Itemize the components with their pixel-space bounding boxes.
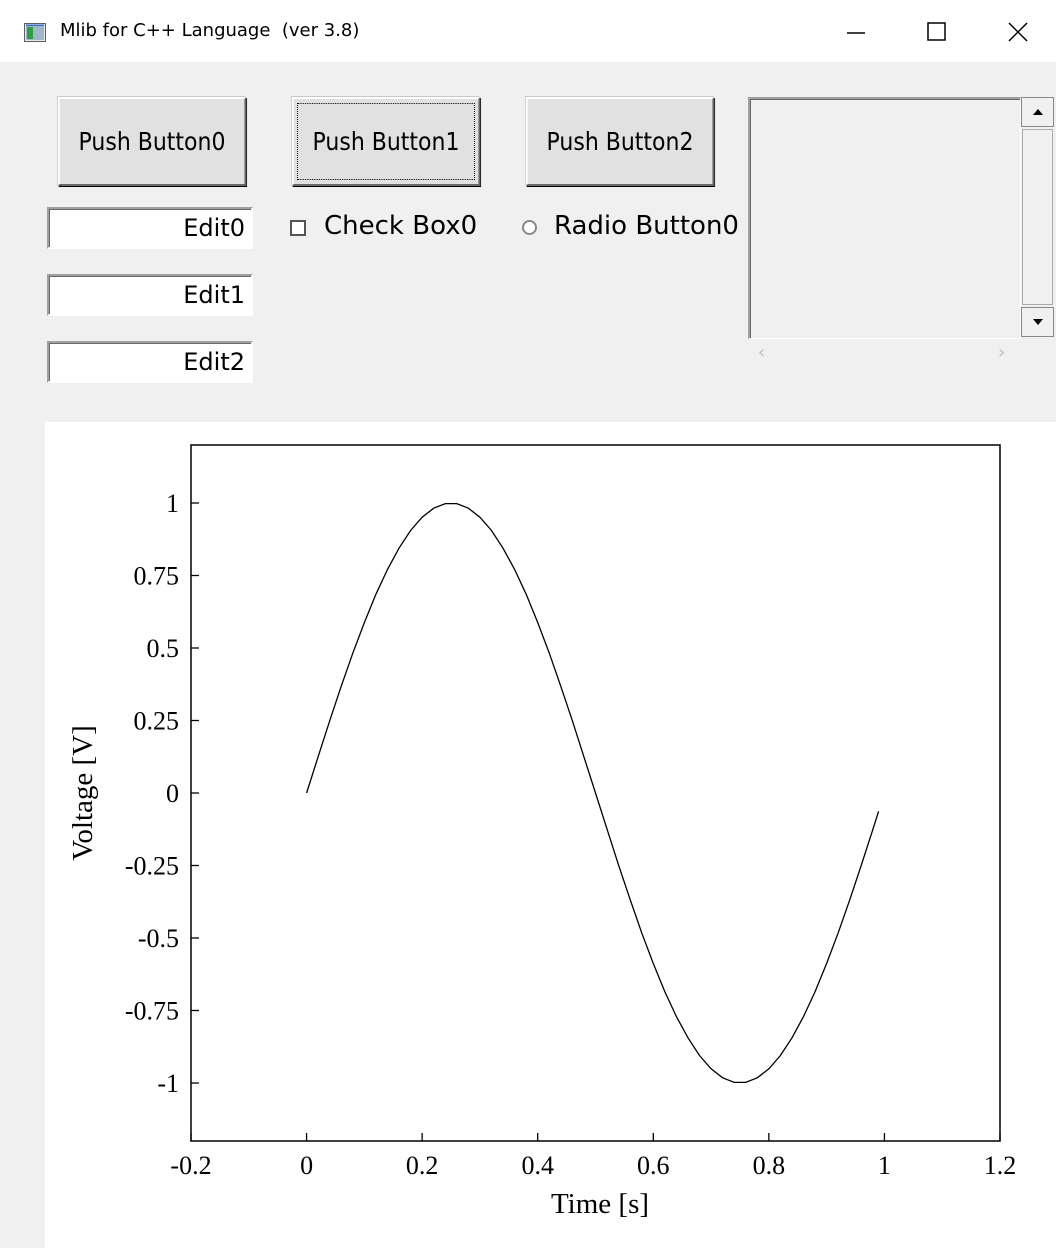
y-tick-label: 0.25 <box>134 707 180 736</box>
app-window-icon <box>24 23 46 42</box>
maximize-button[interactable] <box>897 0 977 62</box>
x-tick-label: 1 <box>878 1151 891 1180</box>
scroll-down-button[interactable] <box>1021 307 1054 337</box>
y-tick-label: -0.25 <box>125 852 179 881</box>
maximize-icon <box>927 22 946 41</box>
y-axis-label: Voltage [V] <box>67 725 99 861</box>
push-button-0[interactable]: Push Button0 <box>57 97 247 186</box>
series-line <box>305 502 880 1084</box>
scroll-up-button[interactable] <box>1021 97 1054 127</box>
push-button-2-label: Push Button2 <box>546 127 694 156</box>
window-title: Mlib for C++ Language (ver 3.8) <box>60 20 360 41</box>
edit-field-1[interactable]: Edit1 <box>47 274 253 316</box>
list-box[interactable] <box>748 97 1021 339</box>
line-chart: 1 0.75 0.5 0.25 0 -0.25 -0.5 -0.75 -1 -0.2 0 0.2 0.… <box>67 444 1017 1220</box>
x-tick-label: 0.6 <box>637 1151 670 1180</box>
x-tick-label: -0.2 <box>170 1151 211 1180</box>
y-tick-label: 0 <box>166 779 179 808</box>
y-tick-label: -1 <box>157 1069 179 1098</box>
edit-field-2[interactable]: Edit2 <box>47 341 253 383</box>
radio-button-0-label: Radio Button0 <box>554 211 739 241</box>
x-tick-label: 0.4 <box>521 1151 554 1180</box>
plot-panel: 1 0.75 0.5 0.25 0 -0.25 -0.5 -0.75 -1 -0.2 0 0.2 0.… <box>45 422 1056 1248</box>
scroll-left-arrow-icon[interactable]: ‹ <box>758 342 766 363</box>
push-button-1[interactable]: Push Button1 <box>291 97 481 186</box>
edit-field-0[interactable]: Edit0 <box>47 207 253 249</box>
y-tick-label: 1 <box>166 489 179 518</box>
scroll-thumb[interactable] <box>1022 129 1053 305</box>
checkbox-square-icon[interactable] <box>290 220 306 236</box>
vertical-scrollbar[interactable] <box>1021 97 1056 339</box>
edit-field-1-value: Edit1 <box>183 281 245 309</box>
edit-field-2-value: Edit2 <box>183 348 245 376</box>
scroll-down-arrow-icon <box>1032 319 1043 325</box>
radio-circle-icon[interactable] <box>522 220 537 235</box>
y-tick-label: -0.75 <box>125 997 179 1026</box>
x-tick-label: 0.2 <box>406 1151 439 1180</box>
x-tick-label: 1.2 <box>984 1151 1017 1180</box>
push-button-1-label: Push Button1 <box>312 127 460 156</box>
scroll-right-arrow-icon[interactable]: › <box>998 342 1006 363</box>
title-bar[interactable]: Mlib for C++ Language (ver 3.8) <box>0 0 1056 62</box>
push-button-0-label: Push Button0 <box>78 127 226 156</box>
y-tick-label: -0.5 <box>138 924 179 953</box>
minimize-icon <box>847 32 865 34</box>
y-tick-label: 0.5 <box>147 634 180 663</box>
close-button[interactable] <box>978 0 1056 62</box>
edit-field-0-value: Edit0 <box>183 214 245 242</box>
x-axis-label: Time [s] <box>551 1188 649 1220</box>
minimize-button[interactable] <box>817 0 897 62</box>
horizontal-scrollbar[interactable]: ‹ › <box>748 339 1021 369</box>
check-box-0-label: Check Box0 <box>324 211 478 241</box>
scroll-up-arrow-icon <box>1032 109 1043 115</box>
y-tick-label: 0.75 <box>134 562 180 591</box>
push-button-2[interactable]: Push Button2 <box>525 97 715 186</box>
close-icon <box>1008 22 1028 42</box>
x-tick-label: 0 <box>300 1151 313 1180</box>
x-tick-label: 0.8 <box>753 1151 786 1180</box>
